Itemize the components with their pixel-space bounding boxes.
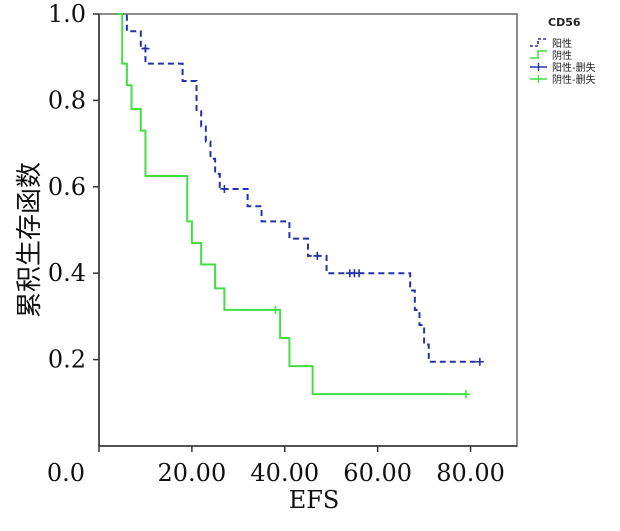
x-axis-title: EFS — [289, 486, 340, 514]
legend-label: 阴性 — [552, 49, 572, 62]
y-axis-title: 累积生存函数 — [15, 162, 45, 318]
x-tick-label: 20.00 — [158, 459, 227, 487]
censor-mark — [271, 305, 280, 314]
censor-mark — [220, 184, 229, 193]
legend-swatch-positive — [530, 38, 547, 47]
legend-title: CD56 — [548, 16, 581, 29]
x-tick-label: 40.00 — [250, 459, 319, 487]
plot-frame — [98, 13, 518, 447]
y-tick-label: 0.6 — [48, 173, 86, 201]
km-curve-negative — [117, 13, 466, 396]
y-tick-label: 1.0 — [48, 0, 86, 28]
y-tick-label: 0.4 — [48, 259, 86, 287]
km-curve-positive — [117, 13, 480, 363]
legend-label: 阳性-删失 — [552, 61, 596, 74]
censor-mark — [461, 390, 470, 399]
x-tick-label: 80.00 — [436, 459, 505, 487]
x-tick-label: 60.00 — [343, 459, 412, 487]
y-tick-label: 0.2 — [48, 346, 86, 374]
legend-label: 阴性-删失 — [552, 73, 596, 86]
y-tick-label: 0.8 — [48, 86, 86, 114]
censor-mark — [313, 251, 322, 260]
censor-mark — [355, 269, 364, 278]
legend-label: 阳性 — [552, 37, 572, 50]
legend-censor-negative — [530, 75, 547, 83]
x-tick-label: 0.0 — [47, 459, 85, 487]
legend-censor-positive — [530, 63, 547, 71]
censor-mark — [141, 44, 150, 53]
censor-mark — [475, 357, 484, 366]
legend-swatch-negative — [530, 50, 547, 59]
